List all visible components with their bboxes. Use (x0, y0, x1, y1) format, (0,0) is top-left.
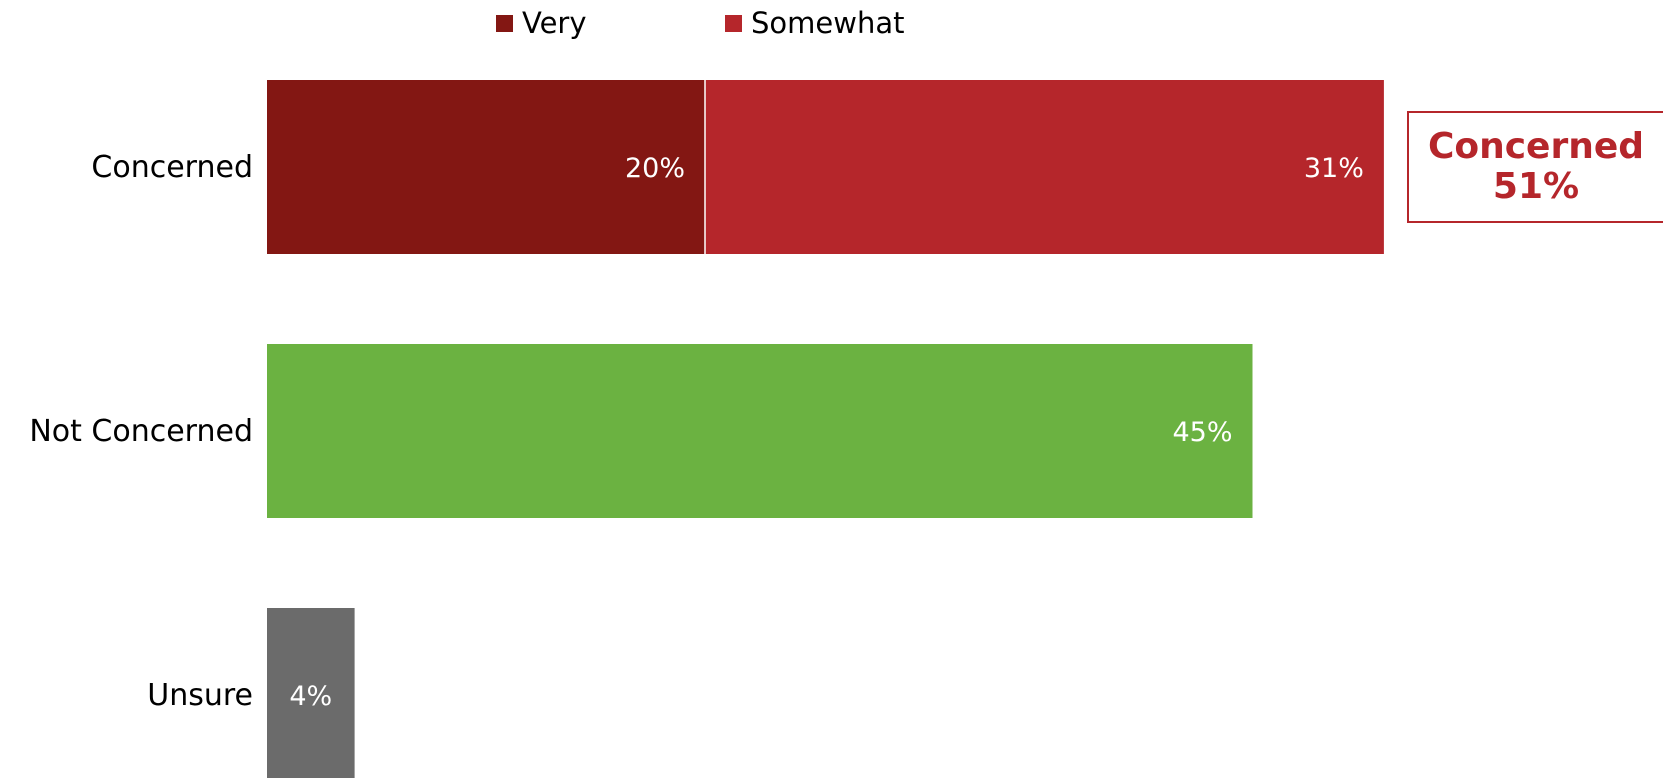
legend-label-somewhat: Somewhat (751, 6, 905, 40)
callout-value: 51% (1492, 166, 1580, 207)
concerned-total-callout: Concerned 51% (1407, 111, 1663, 223)
legend: Very Somewhat (0, 0, 1663, 50)
legend-label-very: Very (522, 6, 587, 40)
category-label-unsure: Unsure (147, 678, 253, 713)
category-label-concerned: Concerned (91, 150, 253, 185)
category-label-not-concerned: Not Concerned (29, 414, 253, 449)
value-label-concerned-somewhat: 31% (1304, 153, 1364, 184)
legend-swatch-somewhat (725, 14, 742, 32)
bar-concerned-very (267, 80, 705, 254)
value-label-not-concerned-total: 45% (1172, 417, 1232, 448)
callout-label: Concerned (1427, 126, 1645, 167)
value-label-concerned-very: 20% (625, 153, 685, 184)
legend-swatch-very (496, 14, 513, 32)
bar-not-concerned-total (267, 344, 1253, 518)
legend-item-very: Very (496, 6, 587, 40)
legend-item-somewhat: Somewhat (725, 6, 904, 40)
bar-concerned-somewhat (705, 80, 1384, 254)
bar-unsure-total (267, 608, 355, 778)
value-label-unsure-total: 4% (289, 681, 332, 712)
